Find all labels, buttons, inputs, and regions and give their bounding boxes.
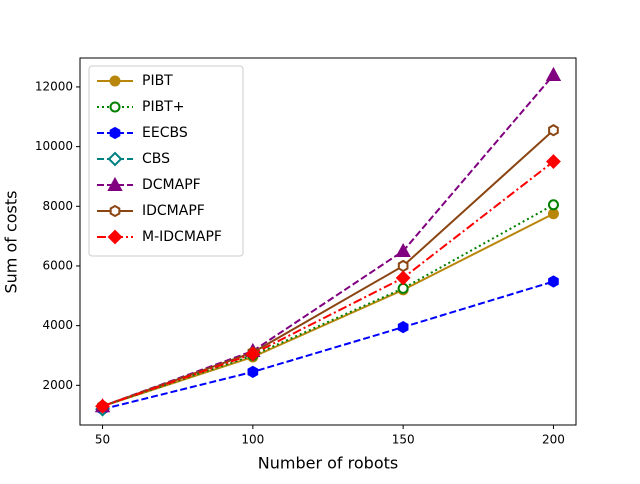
marker <box>547 199 559 211</box>
marker <box>247 365 259 379</box>
marker <box>546 154 561 169</box>
marker <box>545 66 562 82</box>
series-line <box>102 160 555 408</box>
y-tick-label: 8000 <box>42 199 73 213</box>
legend-marker <box>109 101 121 113</box>
marker <box>395 270 411 286</box>
marker <box>548 124 559 137</box>
marker <box>547 208 559 220</box>
marker <box>245 346 261 362</box>
legend-marker <box>109 75 121 87</box>
legend-label: M-IDCMAPF <box>142 229 222 245</box>
y-tick-label: 12000 <box>35 79 73 93</box>
legend-marker <box>109 126 121 140</box>
legend-marker <box>107 151 123 167</box>
legend-label: PIBT <box>142 73 173 89</box>
legend-marker <box>107 176 123 191</box>
legend-label: IDCMAPF <box>142 203 205 219</box>
marker <box>397 259 409 273</box>
series-line <box>102 203 554 408</box>
legend-label: DCMAPF <box>142 177 201 193</box>
marker <box>548 275 559 288</box>
series-line <box>102 129 555 408</box>
x-tick-label: 50 <box>95 433 110 447</box>
legend-label: CBS <box>142 151 170 167</box>
y-tick-label: 2000 <box>42 378 73 392</box>
x-tick-label: 100 <box>241 433 264 447</box>
x-tick-label: 150 <box>392 433 415 447</box>
y-tick-label: 6000 <box>42 258 73 272</box>
y-tick-label: 10000 <box>35 139 73 153</box>
x-axis-label: Number of robots <box>258 454 398 473</box>
legend-marker <box>107 229 123 245</box>
marker <box>397 320 409 334</box>
series-line <box>102 280 554 411</box>
marker <box>95 398 110 414</box>
legend-label: EECBS <box>142 125 188 141</box>
x-tick-label: 200 <box>542 433 565 447</box>
legend-box <box>88 65 244 257</box>
series-line <box>102 212 554 408</box>
legend-marker <box>109 204 121 218</box>
y-tick-label: 4000 <box>42 318 73 332</box>
y-axis-label: Sum of costs <box>2 190 21 293</box>
plot-frame <box>79 57 577 426</box>
legend-label: PIBT+ <box>142 99 184 115</box>
marker <box>395 242 411 258</box>
